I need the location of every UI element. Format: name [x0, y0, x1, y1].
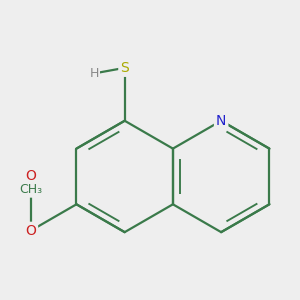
Text: CH₃: CH₃: [19, 183, 42, 196]
Text: S: S: [120, 61, 129, 75]
Text: O: O: [25, 169, 36, 183]
Text: N: N: [216, 114, 226, 128]
Text: H: H: [89, 67, 99, 80]
Text: O: O: [25, 224, 36, 238]
